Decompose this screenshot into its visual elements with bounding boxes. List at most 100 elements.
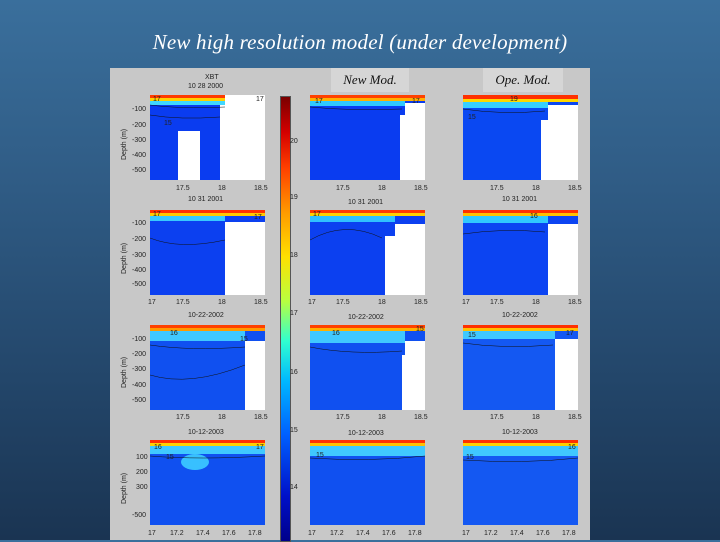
new-model-label: New Mod.: [331, 68, 409, 92]
depth-axis-label: Depth (m): [121, 242, 128, 274]
lon-tick: 18.5: [254, 299, 268, 306]
date-r2-right: 10 31 2001: [502, 196, 538, 203]
contour-label: 17: [256, 96, 264, 103]
contour-label: 16: [154, 444, 162, 451]
ope-model-section-panel: [463, 210, 578, 295]
contour-label: 17: [566, 330, 574, 337]
lon-tick: 17.6: [382, 530, 396, 537]
lon-tick: 17.5: [490, 299, 504, 306]
xbt-section-panel: [150, 325, 265, 410]
lon-tick: 18: [532, 185, 540, 192]
colorbar-tick: 17: [290, 310, 298, 317]
xbt-section-panel: [150, 95, 265, 180]
lon-tick: 17: [462, 299, 470, 306]
new-model-section-panel: [310, 210, 425, 295]
slide-title: New high resolution model (under develop…: [152, 30, 568, 54]
contour-label: 17: [256, 444, 264, 451]
date-r4-right: 10-12-2003: [502, 429, 538, 436]
date-r3-mid: 10-22-2002: [348, 314, 384, 321]
lon-tick: 17: [308, 530, 316, 537]
depth-tick: -400: [132, 267, 147, 274]
ope-model-section-panel: [463, 325, 578, 410]
lon-tick: 17.5: [176, 185, 190, 192]
xbt-section-panel: [150, 440, 265, 525]
lon-tick: 17.5: [336, 414, 350, 421]
lon-tick: 17.8: [248, 530, 262, 537]
xbt-label: XBT: [205, 74, 219, 81]
lon-tick: 18.5: [414, 414, 428, 421]
ope-model-section-panel: [463, 95, 578, 180]
date-r3-right: 10-22-2002: [502, 312, 538, 319]
ope-model-section-panel: [463, 440, 578, 525]
lon-tick: 17.2: [484, 530, 498, 537]
colorbar-tick: 19: [290, 194, 298, 201]
date-r4-mid: 10-12-2003: [348, 430, 384, 437]
lon-tick: 18.5: [568, 414, 582, 421]
lon-tick: 17.5: [336, 185, 350, 192]
depth-tick: -200: [132, 351, 147, 358]
lon-tick: 17.4: [510, 530, 524, 537]
colorbar-tick: 18: [290, 252, 298, 259]
contour-label: 15: [468, 114, 476, 121]
contour-label: 16: [332, 330, 340, 337]
depth-tick: -300: [132, 137, 147, 144]
depth-tick: 300: [136, 484, 148, 491]
lon-tick: 17.8: [562, 530, 576, 537]
lon-tick: 18: [532, 299, 540, 306]
depth-tick: -200: [132, 236, 147, 243]
depth-tick: -400: [132, 382, 147, 389]
date-r4-left: 10-12-2003: [188, 429, 224, 436]
figure-panel-grid: New Mod. Ope. Mod. XBT 10 28 2000 20 19 …: [110, 68, 590, 542]
depth-tick: -300: [132, 252, 147, 259]
contour-label: 17: [153, 211, 161, 218]
lon-tick: 18: [218, 299, 226, 306]
lon-tick: 18.5: [568, 185, 582, 192]
date-r1-left: 10 28 2000: [188, 83, 224, 90]
colorbar-tick: 16: [290, 369, 298, 376]
depth-axis-label: Depth (m): [121, 356, 128, 388]
depth-tick: -400: [132, 152, 147, 159]
depth-tick: -100: [132, 106, 147, 113]
contour-label: 15: [316, 452, 324, 459]
contour-label: 15: [466, 454, 474, 461]
lon-tick: 18.5: [414, 299, 428, 306]
contour-label: 15: [166, 454, 174, 461]
lon-tick: 17.5: [176, 299, 190, 306]
contour-label: 16: [530, 213, 538, 220]
contour-label: 15: [416, 326, 424, 333]
lon-tick: 17.4: [356, 530, 370, 537]
lon-tick: 18: [378, 414, 386, 421]
depth-tick: -100: [132, 220, 147, 227]
colorbar-tick: 20: [290, 138, 298, 145]
contour-label: 15: [164, 120, 172, 127]
date-r2-left: 10 31 2001: [188, 196, 224, 203]
depth-tick: -500: [132, 281, 147, 288]
contour-label: 15: [240, 336, 248, 343]
depth-tick: -500: [132, 167, 147, 174]
lon-tick: 18: [378, 185, 386, 192]
lon-tick: 17.5: [490, 414, 504, 421]
depth-tick: -500: [132, 397, 147, 404]
lon-tick: 18: [218, 414, 226, 421]
lon-tick: 18.5: [414, 185, 428, 192]
depth-tick: -500: [132, 512, 147, 519]
lon-tick: 17.6: [222, 530, 236, 537]
lon-tick: 17: [148, 299, 156, 306]
lon-tick: 17.2: [170, 530, 184, 537]
contour-label: 17: [254, 214, 262, 221]
lon-tick: 18: [218, 185, 226, 192]
lon-tick: 18.5: [254, 414, 268, 421]
contour-label: 15: [468, 332, 476, 339]
depth-tick: -300: [132, 366, 147, 373]
depth-axis-label: Depth (m): [121, 472, 128, 504]
lon-tick: 17.5: [176, 414, 190, 421]
lon-tick: 17: [148, 530, 156, 537]
lon-tick: 17.2: [330, 530, 344, 537]
lon-tick: 17.8: [408, 530, 422, 537]
depth-axis-label: Depth (m): [121, 128, 128, 160]
lon-tick: 18: [532, 414, 540, 421]
contour-label: 17: [315, 98, 323, 105]
xbt-section-panel: [150, 210, 265, 295]
depth-tick: 200: [136, 469, 148, 476]
colorbar: [280, 96, 291, 542]
